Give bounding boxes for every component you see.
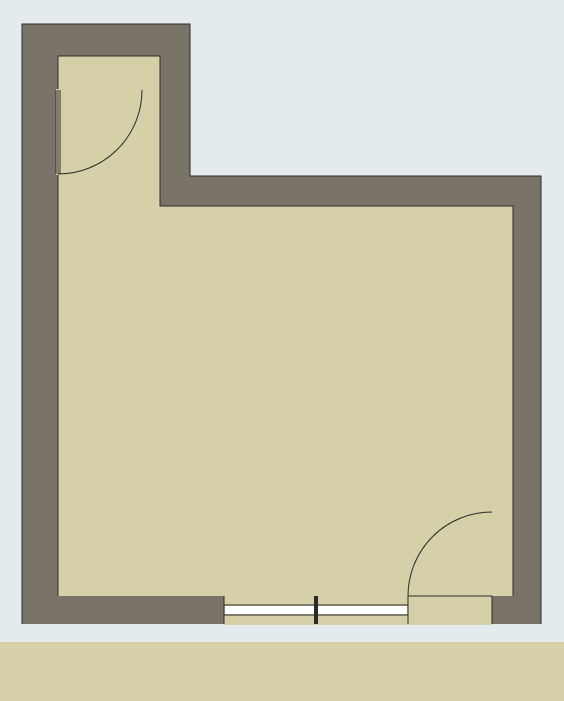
ground-strip: [0, 642, 564, 701]
floorplan-canvas: [0, 0, 564, 701]
window-mullion: [314, 596, 318, 624]
